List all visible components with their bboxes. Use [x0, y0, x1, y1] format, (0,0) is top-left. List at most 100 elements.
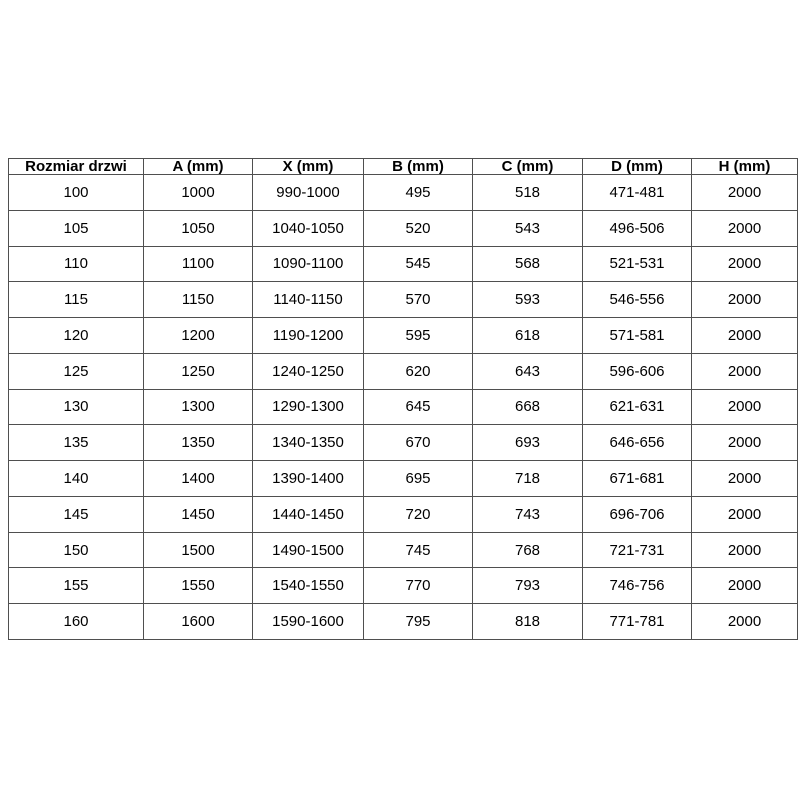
table-cell: 1300: [143, 388, 253, 426]
table-cell: 593: [472, 281, 583, 319]
table-cell: 671-681: [582, 460, 692, 497]
table-row: 100 1000 990-1000 495 518 471-481 2000: [8, 174, 798, 211]
table-cell: 1440-1450: [252, 495, 364, 533]
column-header: Rozmiar drzwi: [8, 158, 144, 175]
table-cell: 2000: [691, 388, 798, 426]
table-cell: 696-706: [582, 495, 692, 533]
table-cell: 2000: [691, 567, 798, 605]
table-cell: 150: [8, 531, 144, 569]
table-cell: 668: [472, 388, 583, 426]
table-cell: 545: [363, 245, 473, 283]
table-cell: 793: [472, 567, 583, 605]
table-cell: 795: [363, 603, 473, 640]
table-cell: 2000: [691, 317, 798, 354]
table-cell: 1240-1250: [252, 352, 364, 390]
table-cell: 1200: [143, 317, 253, 354]
table-cell: 1450: [143, 495, 253, 533]
table-row: 120 1200 1190-1200 595 618 571-581 2000: [8, 317, 798, 354]
table-cell: 130: [8, 388, 144, 426]
table-cell: 643: [472, 352, 583, 390]
column-header: D (mm): [582, 158, 692, 175]
table-row: 155 1550 1540-1550 770 793 746-756 2000: [8, 567, 798, 605]
table-cell: 718: [472, 460, 583, 497]
table-cell: 125: [8, 352, 144, 390]
table-cell: 105: [8, 209, 144, 247]
table-cell: 1540-1550: [252, 567, 364, 605]
table-cell: 695: [363, 460, 473, 497]
table-cell: 1400: [143, 460, 253, 497]
table-cell: 1550: [143, 567, 253, 605]
table-cell: 1600: [143, 603, 253, 640]
column-header: A (mm): [143, 158, 253, 175]
table-cell: 2000: [691, 603, 798, 640]
table-cell: 570: [363, 281, 473, 319]
table-cell: 2000: [691, 495, 798, 533]
table-cell: 571-581: [582, 317, 692, 354]
table-cell: 140: [8, 460, 144, 497]
table-cell: 568: [472, 245, 583, 283]
column-header: B (mm): [363, 158, 473, 175]
table-cell: 595: [363, 317, 473, 354]
table-cell: 2000: [691, 209, 798, 247]
table-cell: 110: [8, 245, 144, 283]
table-row: 105 1050 1040-1050 520 543 496-506 2000: [8, 209, 798, 247]
table-cell: 115: [8, 281, 144, 319]
table-cell: 521-531: [582, 245, 692, 283]
table-cell: 1140-1150: [252, 281, 364, 319]
table-cell: 1350: [143, 424, 253, 462]
table-cell: 1000: [143, 174, 253, 211]
table-cell: 1390-1400: [252, 460, 364, 497]
table-cell: 768: [472, 531, 583, 569]
door-sizes-table: Rozmiar drzwi A (mm) X (mm) B (mm) C (mm) D (…: [8, 158, 798, 640]
column-header: X (mm): [252, 158, 364, 175]
table-cell: 721-731: [582, 531, 692, 569]
table-cell: 670: [363, 424, 473, 462]
table-row: 135 1350 1340-1350 670 693 646-656 2000: [8, 424, 798, 462]
table-cell: 1090-1100: [252, 245, 364, 283]
table-cell: 543: [472, 209, 583, 247]
table-cell: 1490-1500: [252, 531, 364, 569]
table-cell: 596-606: [582, 352, 692, 390]
table-cell: 618: [472, 317, 583, 354]
table-row: 160 1600 1590-1600 795 818 771-781 2000: [8, 603, 798, 640]
table-cell: 621-631: [582, 388, 692, 426]
table-row: 115 1150 1140-1150 570 593 546-556 2000: [8, 281, 798, 319]
table-row: 125 1250 1240-1250 620 643 596-606 2000: [8, 352, 798, 390]
table-cell: 2000: [691, 352, 798, 390]
table-cell: 495: [363, 174, 473, 211]
table-cell: 1190-1200: [252, 317, 364, 354]
table-cell: 720: [363, 495, 473, 533]
table-cell: 1290-1300: [252, 388, 364, 426]
table-cell: 135: [8, 424, 144, 462]
table-cell: 990-1000: [252, 174, 364, 211]
table-cell: 1100: [143, 245, 253, 283]
table-cell: 2000: [691, 424, 798, 462]
table-cell: 155: [8, 567, 144, 605]
table-cell: 1250: [143, 352, 253, 390]
table-row: 110 1100 1090-1100 545 568 521-531 2000: [8, 245, 798, 283]
table-cell: 620: [363, 352, 473, 390]
table-cell: 745: [363, 531, 473, 569]
table-cell: 818: [472, 603, 583, 640]
table-cell: 1050: [143, 209, 253, 247]
table-cell: 770: [363, 567, 473, 605]
table-cell: 496-506: [582, 209, 692, 247]
table-row: 140 1400 1390-1400 695 718 671-681 2000: [8, 460, 798, 497]
table-cell: 2000: [691, 460, 798, 497]
column-header: H (mm): [691, 158, 798, 175]
table-cell: 145: [8, 495, 144, 533]
table-cell: 743: [472, 495, 583, 533]
table-cell: 746-756: [582, 567, 692, 605]
table-cell: 1040-1050: [252, 209, 364, 247]
table-row: 145 1450 1440-1450 720 743 696-706 2000: [8, 495, 798, 533]
table-header-row: Rozmiar drzwi A (mm) X (mm) B (mm) C (mm) D (…: [8, 158, 798, 175]
table-cell: 693: [472, 424, 583, 462]
table-cell: 160: [8, 603, 144, 640]
table-cell: 2000: [691, 245, 798, 283]
table-cell: 2000: [691, 281, 798, 319]
table-cell: 518: [472, 174, 583, 211]
table-body: 100 1000 990-1000 495 518 471-481 2000 105 1050 1…: [8, 174, 798, 640]
table-cell: 2000: [691, 174, 798, 211]
table-cell: 100: [8, 174, 144, 211]
